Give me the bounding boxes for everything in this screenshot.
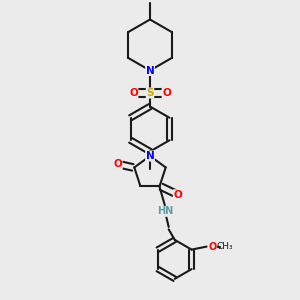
Text: N: N bbox=[146, 151, 154, 161]
Text: CH₃: CH₃ bbox=[216, 242, 233, 251]
Text: HN: HN bbox=[158, 206, 174, 216]
Text: O: O bbox=[129, 88, 138, 98]
Text: O: O bbox=[173, 190, 182, 200]
Text: O: O bbox=[162, 88, 171, 98]
Text: O: O bbox=[208, 242, 217, 252]
Text: O: O bbox=[113, 159, 122, 170]
Text: N: N bbox=[146, 65, 154, 76]
Text: S: S bbox=[146, 88, 154, 98]
